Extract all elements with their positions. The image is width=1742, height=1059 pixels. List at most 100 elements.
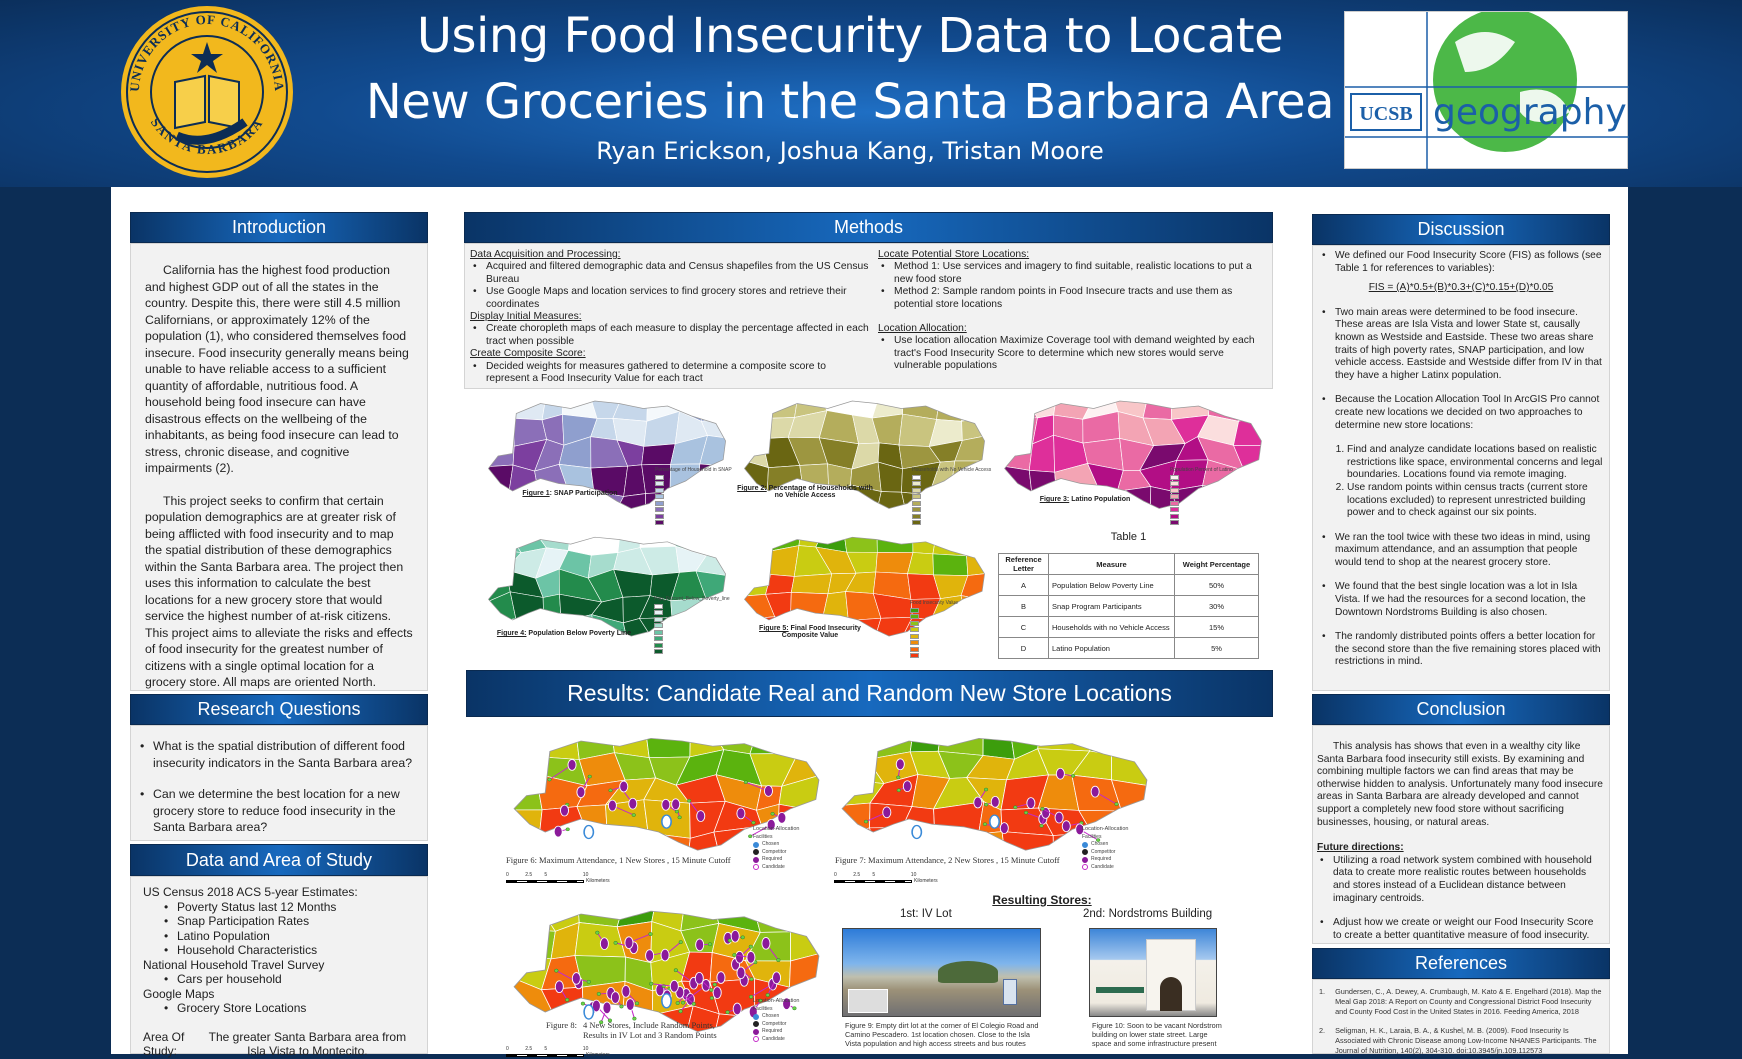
scale-unit: Kilometers xyxy=(586,878,610,884)
census-tract xyxy=(742,391,773,418)
census-tract xyxy=(937,391,962,421)
conclusion-section: This analysis has shows that even in a w… xyxy=(1312,725,1610,944)
facility-point xyxy=(1062,821,1070,832)
legend-swatch xyxy=(912,481,921,486)
chosen-facility xyxy=(912,826,921,839)
discussion-point: The randomly distributed points offers a… xyxy=(1319,631,1603,669)
figure-10-caption: Figure 10: Soon to be vacant Nordstrom b… xyxy=(1092,1021,1222,1048)
demand-point xyxy=(1115,803,1119,806)
table-header: Measure xyxy=(1049,554,1175,575)
reference-text: Seligman, H. K., Laraia, B. A., & Kushel… xyxy=(1335,1026,1603,1056)
census-tract xyxy=(742,546,771,574)
facility-symbol-icon xyxy=(1082,857,1088,863)
demand-point xyxy=(1013,806,1017,809)
area-of-study-label: Area Of Study: xyxy=(143,1030,196,1059)
demand-point xyxy=(587,980,591,983)
demand-point xyxy=(548,778,552,781)
legend-swatch xyxy=(1170,520,1179,525)
table-cell: C xyxy=(999,617,1049,638)
demand-point xyxy=(632,813,636,816)
map-legend: Pop_Percent_Below_Poverty_line xyxy=(654,596,730,654)
census-tract xyxy=(511,827,548,858)
facility-symbol-icon xyxy=(1082,842,1088,848)
census-tract xyxy=(1171,391,1209,419)
legend-label: Chosen xyxy=(762,841,779,849)
legend-swatch xyxy=(655,494,664,499)
figure-text: Final Food Insecurity Composite Value xyxy=(782,625,861,639)
demand-point xyxy=(710,996,714,999)
legend-title: Location-Allocation xyxy=(1082,826,1128,834)
future-direction: Adjust how we create or weight our Food … xyxy=(1317,917,1603,942)
scale-unit: Kilometers xyxy=(586,1052,610,1058)
legend-swatch xyxy=(654,649,663,654)
census-tract xyxy=(587,528,621,555)
reference-item: 2.Seligman, H. K., Laraia, B. A., & Kush… xyxy=(1319,1026,1603,1056)
facility-symbol-icon xyxy=(753,1036,759,1042)
facility-point xyxy=(731,930,739,942)
demand-point xyxy=(566,828,570,831)
figure-label: Figure 4: xyxy=(497,630,527,637)
census-tract xyxy=(876,552,913,573)
legend-swatch xyxy=(910,621,919,626)
census-tract xyxy=(559,464,594,492)
scale-tick: 2.5 xyxy=(525,872,532,878)
census-tract xyxy=(761,391,799,418)
census-tract xyxy=(701,391,728,421)
table-cell: A xyxy=(999,575,1049,596)
legend-label: Competitor xyxy=(762,1021,786,1029)
legend-item: Candidate xyxy=(753,864,799,872)
scale-bar-graphic xyxy=(834,880,912,883)
census-tract xyxy=(938,728,983,755)
methods-item: Decided weights for measures gathered to… xyxy=(470,361,870,386)
demand-point xyxy=(984,803,988,806)
legend-swatch xyxy=(655,514,664,519)
legend-item: Required xyxy=(1082,856,1128,864)
research-question: What is the spatial distribution of diff… xyxy=(137,738,419,771)
legend-swatch xyxy=(654,636,663,641)
table-cell: D xyxy=(999,638,1049,659)
demand-point xyxy=(679,1010,683,1013)
census-tract xyxy=(1110,728,1150,755)
demand-point xyxy=(1040,824,1044,827)
legend-item: Candidate xyxy=(1082,864,1128,872)
future-direction: Utilizing a road network system combined… xyxy=(1317,855,1603,905)
facility-point xyxy=(1091,786,1099,797)
legend-title: Households with No Vehicle Access xyxy=(912,467,991,473)
data-area-heading: Data and Area of Study xyxy=(130,844,428,876)
scale-tick: 2.5 xyxy=(853,872,860,878)
legend-label: Chosen xyxy=(762,1013,779,1021)
census-tract xyxy=(504,391,546,420)
utility-box xyxy=(1003,979,1017,1005)
figure-text: : SNAP Participation xyxy=(550,490,618,497)
legend-swatch xyxy=(654,617,663,622)
scale-tick: 2.5 xyxy=(525,1046,532,1052)
facility-point xyxy=(611,992,619,1004)
data-source-google: Google Maps xyxy=(143,987,415,1002)
scale-tick: 10 xyxy=(583,872,589,878)
legend-swatch xyxy=(655,488,664,493)
methods-right-column: Locate Potential Store Locations:Method … xyxy=(878,249,1268,388)
table-cell: Snap Program Participants xyxy=(1049,596,1175,617)
reference-item: 1.Gundersen, C., A. Dewey, A. Crumbaugh,… xyxy=(1319,987,1603,1017)
methods-left-column: Data Acquisition and Processing:Acquired… xyxy=(470,249,870,388)
facility-point xyxy=(713,987,721,999)
census-tract xyxy=(962,416,987,440)
census-tract xyxy=(742,417,773,445)
demand-point xyxy=(597,992,601,995)
census-tract xyxy=(843,528,877,552)
census-tract xyxy=(839,828,877,858)
methods-item: Acquired and filtered demographic data a… xyxy=(470,261,870,286)
table-cell: Population Below Poverty Line xyxy=(1049,575,1175,596)
demand-point xyxy=(864,820,868,823)
facility-point xyxy=(603,1002,611,1014)
data-source-census: US Census 2018 ACS 5-year Estimates: xyxy=(143,885,415,900)
discussion-point: We ran the tool twice with these two ide… xyxy=(1319,532,1603,570)
area-of-study-text: The greater Santa Barbara area from Isla… xyxy=(200,1030,415,1059)
facility-point xyxy=(778,812,786,823)
legend-title: Pop_Percent_Below_Poverty_line xyxy=(654,596,730,602)
conclusion-paragraph: This analysis has shows that even in a w… xyxy=(1317,741,1603,829)
legend-swatch xyxy=(1170,514,1179,519)
